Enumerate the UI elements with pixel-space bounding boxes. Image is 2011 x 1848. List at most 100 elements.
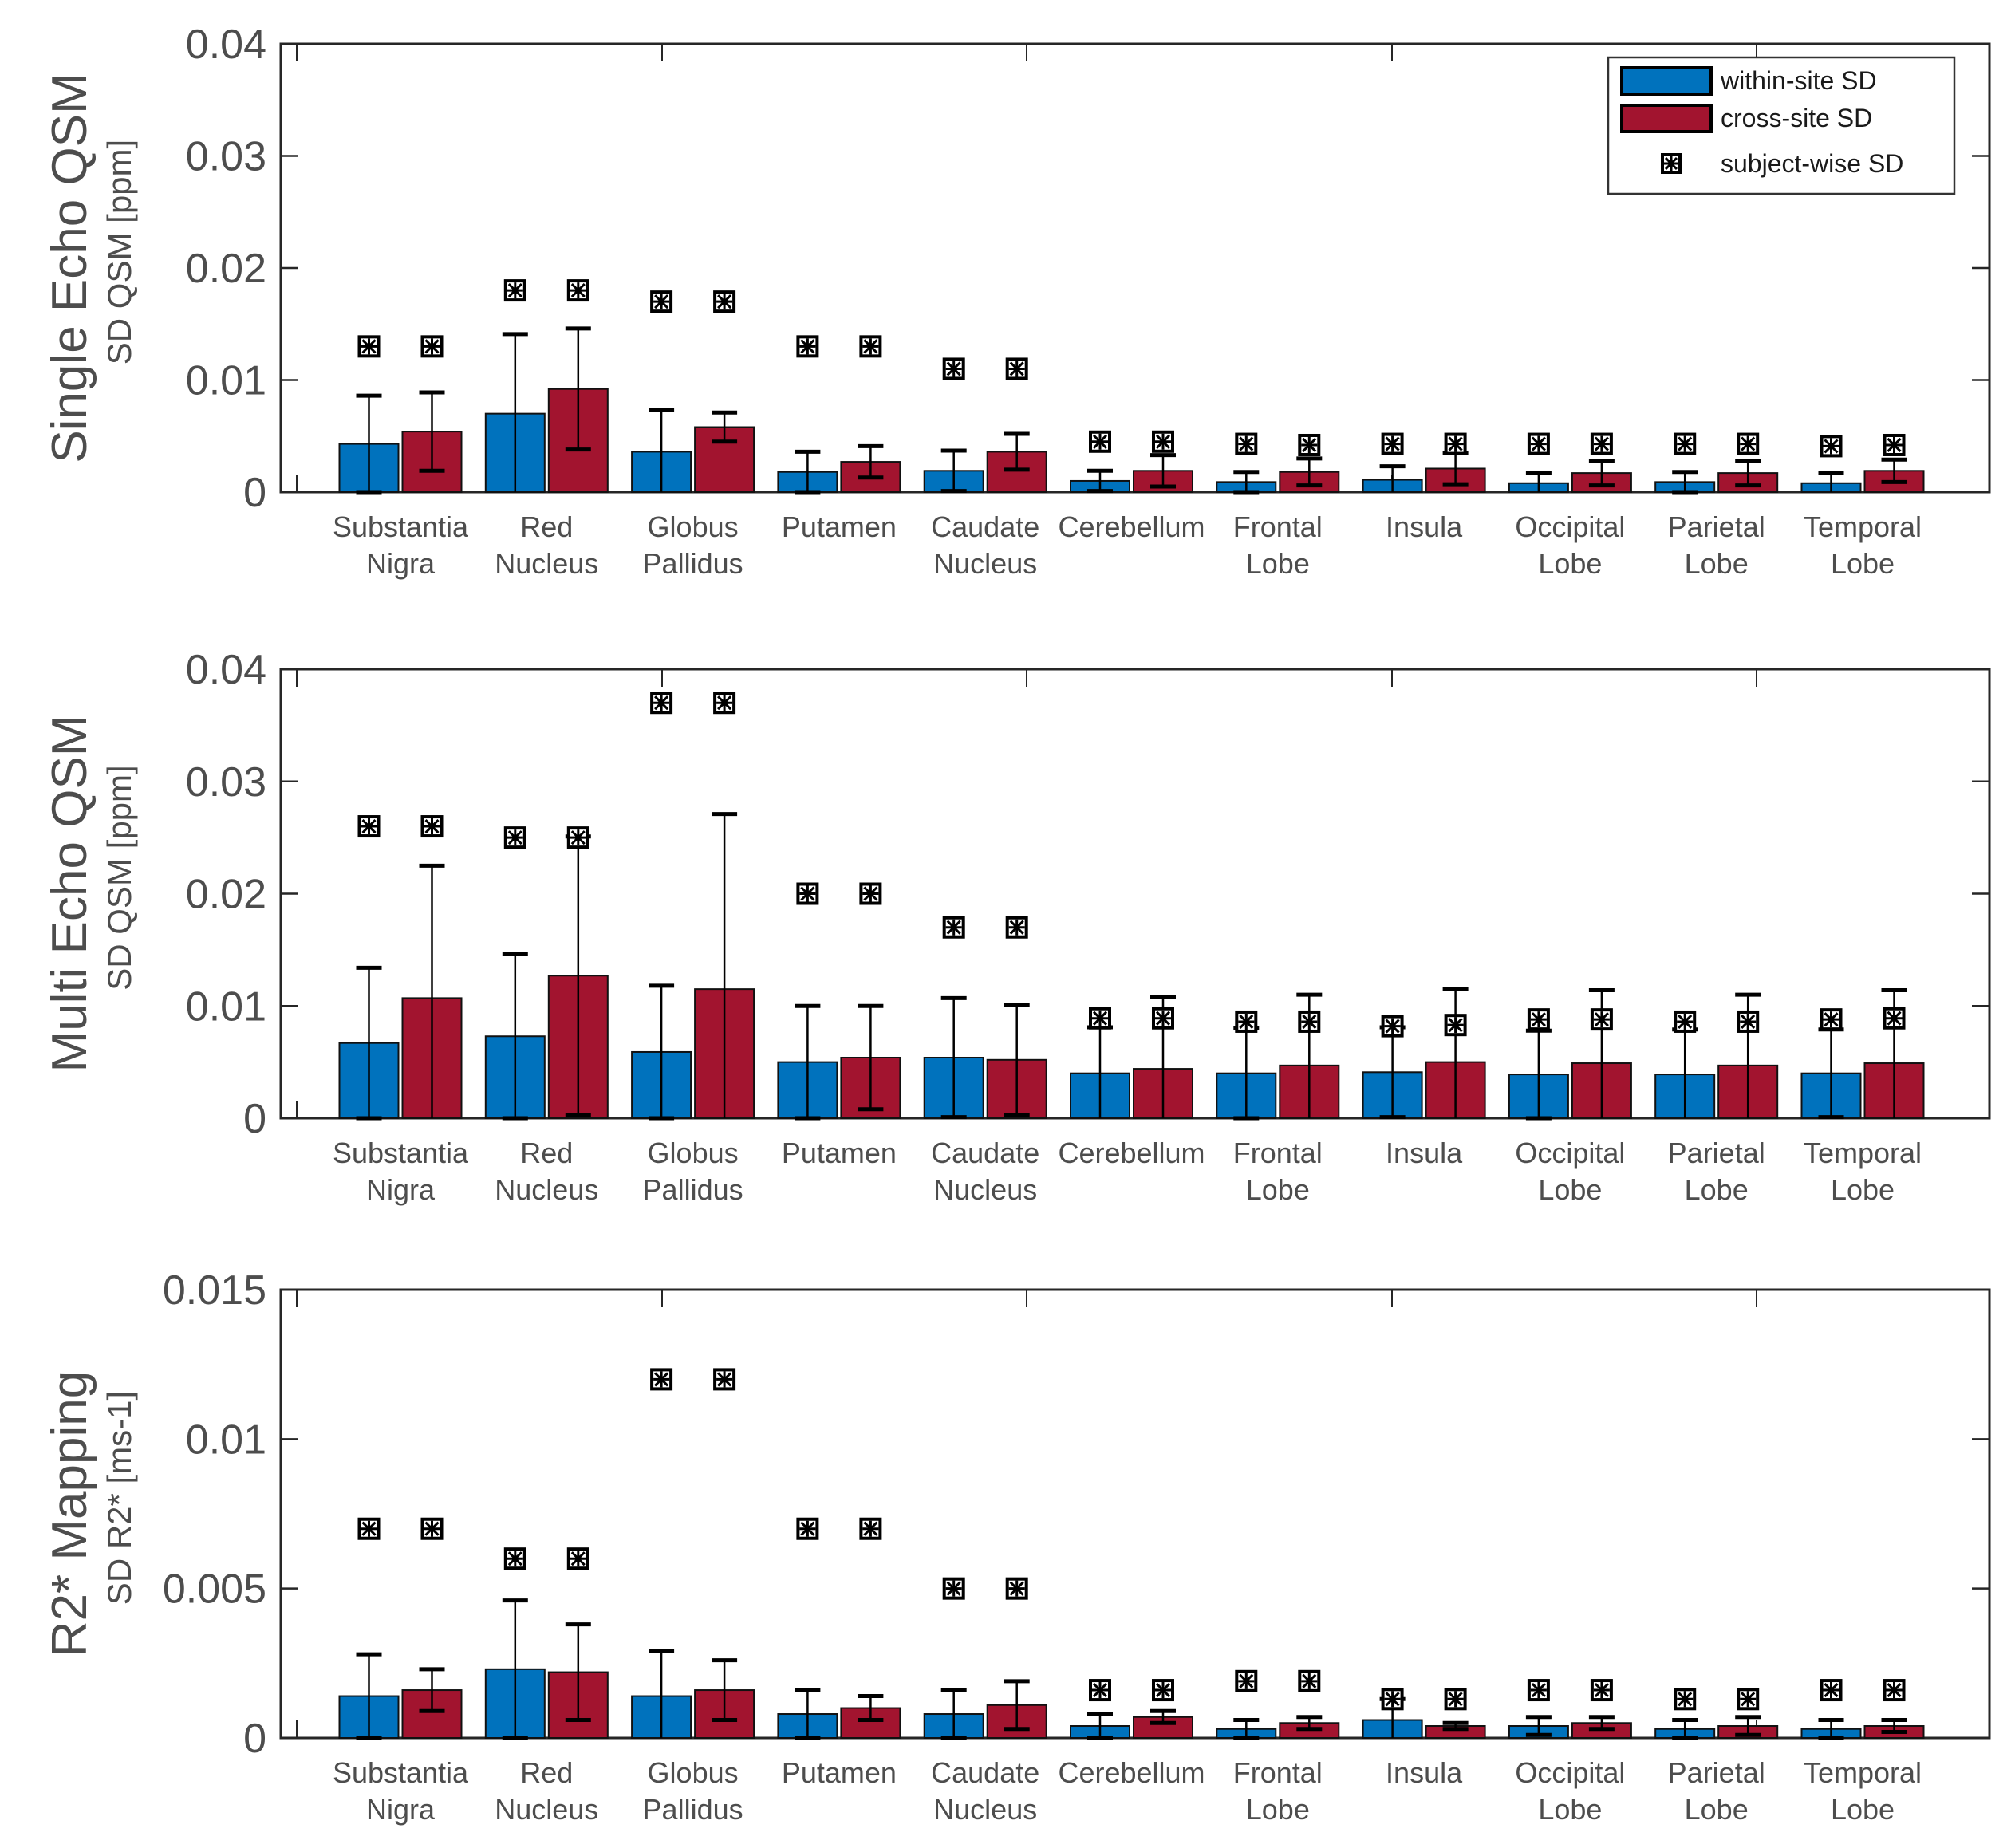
- marker-asterisk: [1823, 438, 1839, 455]
- marker-asterisk: [1886, 436, 1903, 453]
- x-category-label: Red: [520, 510, 573, 543]
- y-tick-label: 0.04: [186, 647, 266, 693]
- subject-wise-marker: [859, 1517, 882, 1540]
- x-category-label: Nucleus: [495, 1793, 598, 1826]
- marker-asterisk: [424, 818, 440, 835]
- marker-asterisk: [1238, 1673, 1255, 1689]
- category-group: [1070, 430, 1193, 494]
- subject-wise-marker: [1005, 916, 1028, 939]
- x-category-label: Cerebellum: [1058, 510, 1205, 543]
- x-category-label: Pallidus: [643, 1173, 743, 1206]
- marker-asterisk: [1092, 1682, 1108, 1699]
- category-group: [1070, 995, 1193, 1119]
- category-group: [1654, 992, 1779, 1120]
- subject-wise-marker: [1298, 1010, 1321, 1033]
- marker-asterisk: [1740, 1691, 1757, 1708]
- x-category-label: Pallidus: [643, 1793, 743, 1826]
- category-group: [338, 335, 463, 495]
- x-category-label: Temporal: [1804, 1137, 1922, 1169]
- category-group: [1216, 432, 1340, 495]
- category-group: [1362, 987, 1486, 1120]
- x-category-label: Nucleus: [933, 547, 1037, 580]
- subject-wise-marker: [942, 916, 965, 939]
- subject-wise-marker: [1590, 1679, 1613, 1702]
- x-category-label: Frontal: [1233, 1137, 1323, 1169]
- subject-wise-marker: [1737, 1010, 1760, 1033]
- subject-wise-marker: [1298, 1669, 1321, 1692]
- subject-wise-marker: [1820, 1679, 1843, 1702]
- marker-asterisk: [799, 338, 816, 355]
- marker-asterisk: [507, 829, 523, 846]
- x-category-label: Caudate: [931, 1756, 1039, 1789]
- marker-asterisk: [799, 885, 816, 902]
- x-category-label: Nigra: [366, 1793, 436, 1826]
- x-category-label: Frontal: [1233, 1756, 1323, 1789]
- marker-asterisk: [1447, 1017, 1464, 1034]
- x-category-label: Nucleus: [495, 547, 598, 580]
- x-category-label: Substantia: [333, 1137, 469, 1169]
- x-category-label: Parietal: [1668, 1756, 1765, 1789]
- subject-wise-marker: [1590, 432, 1613, 455]
- x-category-label: Putamen: [782, 1756, 897, 1789]
- marker-asterisk: [945, 361, 962, 377]
- subject-wise-marker: [1235, 432, 1258, 455]
- subject-wise-marker: [713, 692, 736, 715]
- subject-wise-marker: [796, 882, 819, 905]
- subject-wise-marker: [566, 1547, 589, 1570]
- x-category-label: Parietal: [1668, 1137, 1765, 1169]
- marker-asterisk: [1677, 1691, 1694, 1708]
- subject-wise-marker: [1883, 1007, 1906, 1030]
- marker-asterisk: [1530, 435, 1547, 452]
- marker-asterisk: [570, 282, 586, 299]
- y-tick-label: 0.03: [186, 134, 266, 180]
- category-group: [631, 692, 755, 1121]
- marker-asterisk: [1530, 1011, 1547, 1028]
- y-tick-label: 0.01: [186, 983, 266, 1030]
- x-category-label: Caudate: [931, 1137, 1039, 1169]
- legend-label: cross-site SD: [1721, 104, 1872, 132]
- category-group: [1362, 432, 1486, 493]
- category-group: [923, 916, 1047, 1120]
- marker-asterisk: [653, 695, 670, 711]
- marker-asterisk: [1886, 1010, 1903, 1026]
- marker-asterisk: [799, 1520, 816, 1537]
- category-group: [338, 1517, 463, 1740]
- x-category-label: Globus: [648, 1756, 739, 1789]
- subject-wise-marker: [1444, 1688, 1467, 1711]
- marker-asterisk: [361, 1520, 377, 1537]
- category-group: [484, 1547, 609, 1740]
- marker-asterisk: [1384, 1691, 1401, 1708]
- subject-wise-marker: [796, 335, 819, 358]
- subject-wise-marker: [1820, 1008, 1843, 1031]
- marker-asterisk: [1008, 1580, 1025, 1597]
- category-group: [1654, 1688, 1779, 1740]
- y-tick-label: 0.03: [186, 759, 266, 806]
- x-category-label: Lobe: [1685, 1173, 1749, 1206]
- subject-wise-marker: [1820, 435, 1843, 458]
- y-axis-title: R2* Mapping: [42, 1371, 97, 1657]
- category-group: [777, 882, 901, 1121]
- marker-asterisk: [1301, 1013, 1318, 1030]
- marker-asterisk: [1301, 1673, 1318, 1689]
- subject-wise-marker: [1444, 1014, 1467, 1037]
- subject-wise-marker: [1381, 1688, 1404, 1711]
- panel-3: 0 0.005 0.01 0.015 R2* Mapping SD R2* [ms-1] S…: [42, 1267, 1991, 1826]
- subject-wise-marker: [713, 1368, 736, 1391]
- x-category-label: Caudate: [931, 510, 1039, 543]
- subject-wise-marker: [1152, 430, 1174, 453]
- y-tick-label: 0: [243, 1716, 266, 1762]
- x-category-label: Substantia: [333, 510, 469, 543]
- x-category-label: Cerebellum: [1058, 1137, 1205, 1169]
- x-category-label: Occipital: [1515, 1756, 1625, 1789]
- category-group: [338, 815, 463, 1121]
- marker-asterisk: [945, 919, 962, 936]
- marker-asterisk: [1155, 433, 1171, 450]
- x-category-label: Red: [520, 1756, 573, 1789]
- subject-wise-marker: [357, 815, 381, 838]
- x-category-label: Lobe: [1538, 547, 1602, 580]
- marker-asterisk: [1823, 1682, 1839, 1699]
- y-tick-label: 0.01: [186, 1417, 266, 1463]
- marker-asterisk: [862, 1520, 879, 1537]
- subject-wise-marker: [650, 692, 673, 715]
- category-group: [1654, 432, 1779, 495]
